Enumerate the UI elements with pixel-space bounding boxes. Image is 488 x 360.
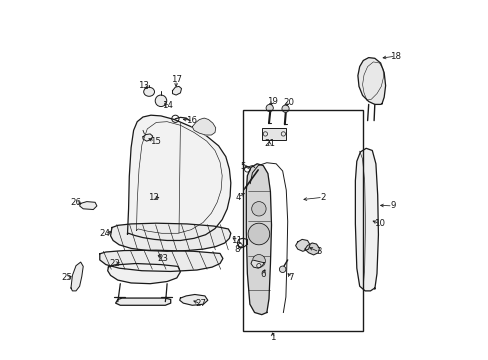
Text: 19: 19 — [266, 97, 278, 106]
Circle shape — [251, 202, 265, 216]
Text: 27: 27 — [195, 300, 205, 308]
Text: 2: 2 — [320, 193, 325, 202]
Text: 13: 13 — [138, 81, 149, 90]
Text: 21: 21 — [264, 139, 275, 148]
Text: 25: 25 — [61, 274, 72, 282]
Polygon shape — [250, 260, 264, 268]
Polygon shape — [127, 115, 230, 240]
Text: 11: 11 — [231, 236, 242, 245]
Text: 14: 14 — [161, 102, 172, 110]
Polygon shape — [110, 223, 230, 251]
Text: 4: 4 — [235, 193, 240, 202]
Circle shape — [155, 95, 166, 107]
Text: 20: 20 — [283, 98, 293, 107]
Text: 26: 26 — [70, 198, 81, 207]
Text: 12: 12 — [148, 193, 159, 202]
Text: 16: 16 — [185, 116, 196, 125]
Circle shape — [282, 105, 288, 112]
Text: 7: 7 — [288, 274, 293, 282]
Polygon shape — [115, 298, 170, 305]
Bar — [242, 110, 363, 331]
Polygon shape — [100, 250, 223, 271]
Text: 8: 8 — [234, 245, 240, 253]
Text: 1: 1 — [269, 333, 275, 342]
Polygon shape — [71, 262, 83, 291]
Text: 9: 9 — [389, 202, 395, 210]
Polygon shape — [246, 164, 271, 315]
Text: 17: 17 — [170, 76, 181, 85]
Polygon shape — [179, 294, 207, 305]
Circle shape — [247, 223, 269, 245]
Text: 10: 10 — [374, 219, 385, 228]
Polygon shape — [172, 86, 181, 95]
Polygon shape — [80, 202, 97, 210]
Circle shape — [252, 255, 265, 267]
Text: 18: 18 — [389, 52, 400, 60]
Polygon shape — [107, 264, 180, 284]
Circle shape — [265, 104, 273, 112]
Ellipse shape — [143, 87, 154, 96]
Text: 3: 3 — [316, 248, 322, 256]
Circle shape — [279, 266, 285, 273]
Polygon shape — [295, 239, 309, 251]
Text: 5: 5 — [240, 162, 245, 171]
Polygon shape — [357, 58, 385, 104]
Polygon shape — [192, 118, 215, 135]
Polygon shape — [355, 148, 378, 291]
Polygon shape — [305, 243, 319, 255]
Text: 22: 22 — [109, 259, 120, 268]
Bar — [261, 128, 285, 140]
Text: 23: 23 — [157, 254, 167, 263]
Text: 24: 24 — [99, 229, 110, 238]
Text: 6: 6 — [260, 270, 265, 279]
Polygon shape — [142, 134, 152, 141]
Text: 15: 15 — [149, 136, 161, 145]
